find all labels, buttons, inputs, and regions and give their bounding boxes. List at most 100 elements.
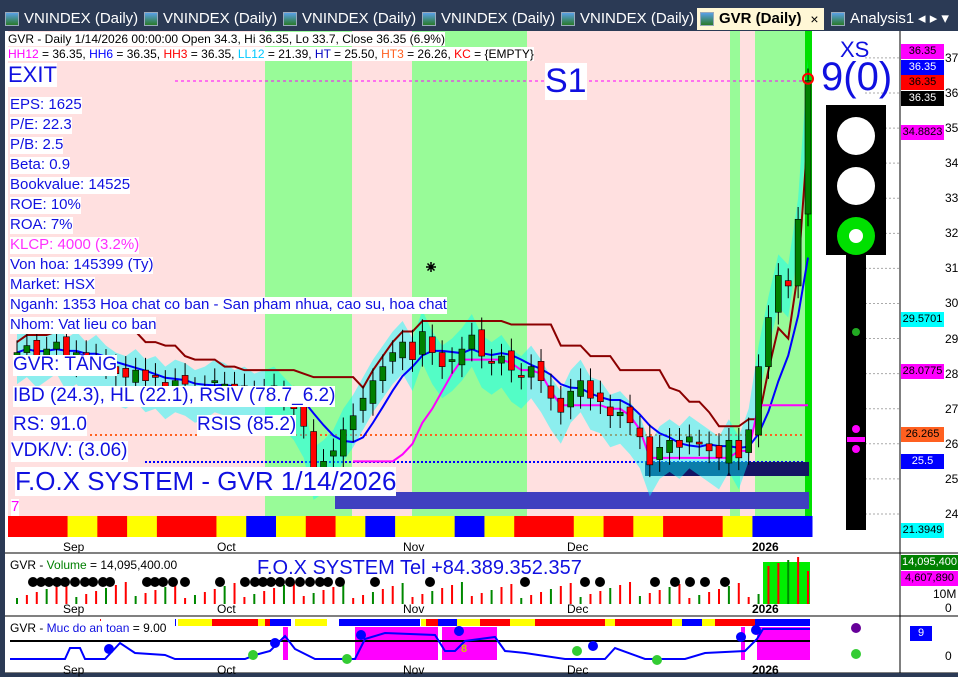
close-tab-icon[interactable]: × bbox=[810, 11, 819, 27]
candle-body bbox=[132, 369, 139, 383]
volume-dot bbox=[520, 577, 530, 587]
indicator-value: = 36.35, bbox=[38, 47, 90, 61]
star-icon bbox=[426, 262, 436, 272]
candle-body bbox=[369, 380, 377, 404]
candle-body bbox=[359, 397, 367, 411]
fundamental-item: Bookvalue: 14525 bbox=[10, 176, 131, 194]
indicator-key: HH3 bbox=[163, 47, 188, 61]
volume-dot bbox=[305, 577, 315, 587]
date-label: 2026 bbox=[752, 663, 779, 677]
safety-stripe bbox=[480, 619, 510, 626]
safety-stripe bbox=[339, 619, 420, 626]
safety-stripe bbox=[295, 619, 327, 626]
state-stripe bbox=[603, 516, 634, 537]
state-stripe bbox=[395, 516, 426, 537]
xs-value: 9(0) bbox=[821, 55, 893, 99]
volume-dot bbox=[323, 577, 333, 587]
tab-scroll-buttons[interactable]: ◂ ▸ ▾ bbox=[918, 10, 949, 27]
background-band bbox=[730, 31, 740, 536]
price-tag: 26.265 bbox=[901, 427, 944, 443]
date-label: 2026 bbox=[752, 602, 779, 616]
volume-tick-0: 0 bbox=[945, 601, 952, 615]
chart-icon bbox=[283, 12, 297, 26]
tab-0[interactable]: VNINDEX (Daily) bbox=[2, 8, 138, 30]
state-stripe bbox=[692, 516, 724, 537]
state-stripe bbox=[573, 516, 605, 537]
candle-body bbox=[735, 439, 743, 459]
candle-body bbox=[715, 445, 723, 459]
tab-6[interactable]: Analysis1 bbox=[828, 8, 914, 30]
fundamental-item: P/E: 22.3 bbox=[10, 116, 72, 134]
volume-dot bbox=[266, 577, 276, 587]
candle-body bbox=[784, 280, 792, 287]
price-tick: 28 bbox=[945, 366, 958, 381]
date-label: 2026 bbox=[752, 540, 779, 554]
system-title: F.O.X SYSTEM - GVR 1/14/2026 bbox=[15, 466, 397, 496]
candle-body bbox=[122, 368, 130, 378]
candle-body bbox=[428, 336, 436, 353]
price-tag: 28.0775 bbox=[901, 363, 944, 379]
fundamental-item: Nganh: 1353 Hoa chat co ban - San pham n… bbox=[10, 296, 447, 314]
candle-body bbox=[676, 439, 683, 448]
safety-stripe bbox=[265, 619, 270, 626]
state-stripe bbox=[246, 516, 277, 537]
price-tag: 36.35 bbox=[901, 75, 944, 91]
candle-body bbox=[755, 366, 762, 436]
date-label: Nov bbox=[403, 602, 425, 616]
safety-dot bbox=[356, 630, 366, 640]
candle-body bbox=[211, 380, 219, 383]
fundamental-item: Nhom: Vat lieu co ban bbox=[10, 316, 157, 334]
volume-dot bbox=[685, 577, 695, 587]
volume-dot bbox=[250, 577, 260, 587]
safety-stripe bbox=[258, 619, 265, 626]
trend-label: GVR: TĂNG bbox=[13, 354, 118, 376]
candle-body bbox=[577, 380, 584, 397]
tab-1[interactable]: VNINDEX (Daily) bbox=[141, 8, 277, 30]
tab-2[interactable]: VNINDEX (Daily) bbox=[280, 8, 416, 30]
state-stripe bbox=[365, 516, 396, 537]
candle-body bbox=[330, 450, 337, 457]
chart-icon bbox=[5, 12, 19, 26]
chart-icon bbox=[144, 12, 158, 26]
legend-dot bbox=[851, 623, 861, 633]
safety-stripe bbox=[242, 619, 258, 626]
date-label: Nov bbox=[403, 663, 425, 677]
date-label: Sep bbox=[63, 602, 85, 616]
safety-stripe bbox=[212, 619, 242, 626]
tab-4[interactable]: VNINDEX (Daily) bbox=[558, 8, 694, 30]
legend-dot bbox=[851, 649, 861, 659]
candle-body bbox=[349, 415, 357, 431]
tab-label: GVR (Daily) bbox=[719, 10, 802, 27]
volume-dot bbox=[44, 577, 54, 587]
candle-body bbox=[567, 390, 575, 408]
support-zone bbox=[645, 462, 809, 476]
state-stripe bbox=[335, 516, 366, 537]
volume-tick-10m: 10M bbox=[933, 587, 957, 601]
price-tag: 36.35 bbox=[901, 91, 944, 107]
tab-3[interactable]: VNINDEX (Daily) bbox=[419, 8, 555, 30]
state-stripe bbox=[454, 516, 485, 537]
safety-stripe bbox=[270, 619, 291, 626]
tab-label: VNINDEX (Daily) bbox=[302, 10, 417, 27]
candle-body bbox=[478, 329, 486, 357]
light-middle-icon bbox=[837, 167, 875, 205]
signal-label: S1 bbox=[545, 62, 587, 101]
tab-5[interactable]: GVR (Daily) × bbox=[697, 8, 824, 30]
volume-dot bbox=[158, 577, 168, 587]
date-label: Dec bbox=[567, 540, 589, 554]
volume-dot bbox=[52, 577, 62, 587]
safety-stripe bbox=[702, 619, 715, 626]
safety-tag: 9 bbox=[910, 626, 932, 641]
volume-dot bbox=[180, 577, 190, 587]
state-stripe bbox=[633, 516, 664, 537]
indicator-value: = 36.35, bbox=[187, 47, 238, 61]
volume-dot bbox=[105, 577, 115, 587]
candle-body bbox=[606, 406, 614, 417]
safety-dot bbox=[588, 641, 598, 651]
indicator-key: HT bbox=[314, 47, 331, 61]
state-stripe bbox=[514, 516, 545, 537]
ibd-label: IBD (24.3), HL (22.1), RSIV (78.7_6.2) bbox=[13, 385, 336, 407]
candle-body bbox=[488, 361, 495, 364]
indicator-key: HH12 bbox=[8, 47, 39, 61]
candle-body bbox=[695, 441, 703, 445]
